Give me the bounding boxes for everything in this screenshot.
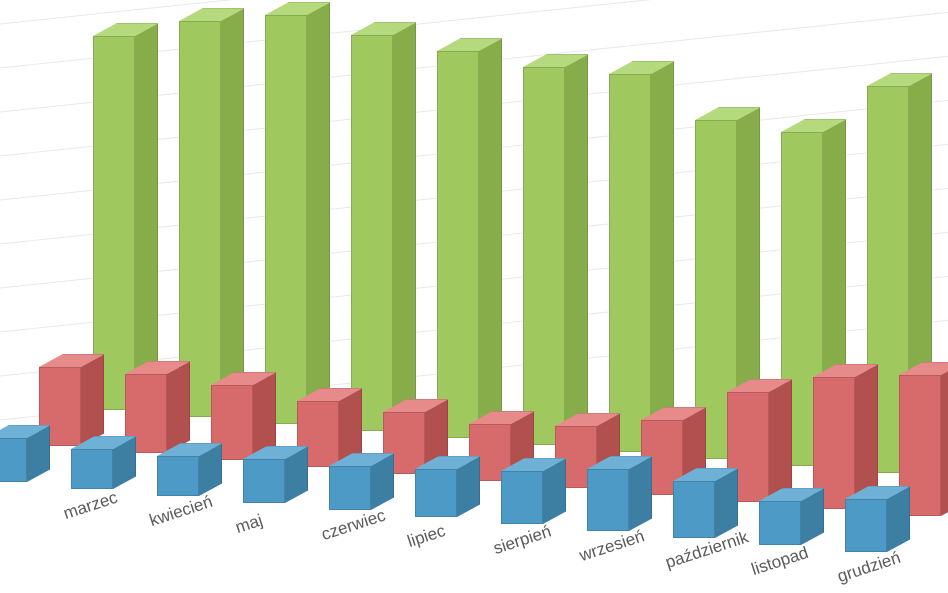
x-axis-label: lipiec: [405, 521, 448, 552]
x-axis-label: grudzień: [835, 548, 903, 587]
x-axis-label: wrzesień: [577, 526, 647, 566]
bar-front: [329, 454, 393, 510]
bar-front: [587, 457, 651, 531]
bar-front: [415, 457, 479, 517]
x-axis-label: kwiecień: [147, 492, 215, 531]
x-axis-label: czerwiec: [319, 506, 388, 545]
x-axis-label: sierpień: [491, 522, 554, 559]
bar-back: [351, 23, 415, 431]
monthly-3d-bar-chart: marzec kwiecień maj czerwiec lipiec sierpień w…: [0, 0, 948, 593]
x-axis-label: marzec: [61, 488, 120, 524]
bar-front: [243, 447, 307, 503]
bar-front: [845, 487, 909, 552]
bar-back: [265, 3, 329, 424]
bar-front: [673, 469, 737, 538]
bar-back: [437, 39, 501, 438]
bar-front: [157, 444, 221, 496]
bar-front: [0, 426, 49, 482]
bar-back: [93, 24, 157, 410]
bar-back: [523, 55, 587, 445]
x-axis-label: listopad: [749, 543, 811, 580]
bar-back: [179, 9, 243, 417]
bar-front: [759, 489, 823, 545]
bar-front: [71, 437, 135, 489]
bar-front: [501, 459, 565, 524]
x-axis-label: maj: [233, 511, 265, 538]
bar-back: [609, 62, 673, 452]
